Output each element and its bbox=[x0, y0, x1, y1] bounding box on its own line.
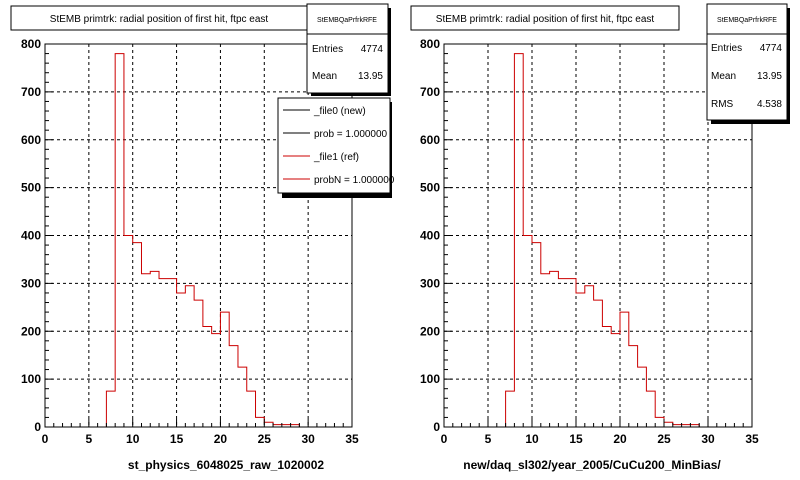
right-y-tick-label: 500 bbox=[420, 181, 440, 195]
right-y-tick-label: 0 bbox=[433, 420, 440, 434]
legend-entry-prob: prob = 1.000000 bbox=[314, 129, 388, 140]
right-stats-entries-value: 4774 bbox=[760, 43, 783, 54]
left-y-tick-label: 700 bbox=[21, 85, 41, 99]
right-x-tick-label: 30 bbox=[701, 432, 715, 446]
left-stats-mean-value: 13.95 bbox=[358, 71, 383, 82]
right-x-tick-label: 20 bbox=[613, 432, 627, 446]
right-stats-mean-value: 13.95 bbox=[757, 71, 782, 82]
right-stats-name: StEMBQaPrfrkRFE bbox=[717, 17, 777, 24]
right-stats-box bbox=[706, 3, 788, 121]
right-x-tick-label: 25 bbox=[657, 432, 671, 446]
left-stats-name: StEMBQaPrfrkRFE bbox=[317, 17, 377, 24]
left-stats-mean-label: Mean bbox=[312, 71, 337, 82]
left-y-tick-label: 500 bbox=[21, 181, 41, 195]
left-y-tick-label: 100 bbox=[21, 372, 41, 386]
left-stats-box bbox=[306, 3, 389, 94]
right-plot-area: 0 5 10 15 20 25 30 35 0 100 200 300 400 500 600 700 800 bbox=[420, 37, 759, 446]
left-x-tick-label: 0 bbox=[42, 432, 49, 446]
left-x-axis-label: st_physics_6048025_raw_1020002 bbox=[128, 458, 324, 472]
right-histogram-pad: StEMB primtrk: radial position of first … bbox=[410, 3, 790, 472]
left-x-tick-label: 30 bbox=[301, 432, 315, 446]
left-x-tick-label: 15 bbox=[170, 432, 184, 446]
right-stats-mean-label: Mean bbox=[711, 71, 736, 82]
legend-entry-probN: probN = 1.000000 bbox=[314, 175, 395, 186]
left-stats-entries-label: Entries bbox=[312, 44, 343, 55]
left-y-tick-label: 400 bbox=[21, 229, 41, 243]
left-y-tick-label: 200 bbox=[21, 324, 41, 338]
left-x-tick-label: 35 bbox=[345, 432, 359, 446]
right-chart-title: StEMB primtrk: radial position of first … bbox=[436, 14, 655, 25]
right-x-tick-label: 0 bbox=[441, 432, 448, 446]
right-stats-entries-label: Entries bbox=[711, 43, 742, 54]
right-y-tick-label: 100 bbox=[420, 372, 440, 386]
right-y-tick-label: 700 bbox=[420, 85, 440, 99]
right-x-tick-label: 5 bbox=[485, 432, 492, 446]
legend-entry-file1: _file1 (ref) bbox=[313, 152, 359, 163]
left-histogram-series bbox=[45, 53, 352, 428]
right-x-tick-label: 35 bbox=[745, 432, 759, 446]
right-histogram-series bbox=[444, 53, 752, 428]
left-plot-area: 0 5 10 15 20 25 30 35 0 100 200 300 400 500 600 700 800 bbox=[21, 37, 359, 446]
right-y-tick-label: 300 bbox=[420, 276, 440, 290]
right-x-tick-label: 15 bbox=[569, 432, 583, 446]
left-stats-entries-value: 4774 bbox=[361, 44, 384, 55]
left-legend: _file0 (new) prob = 1.000000 _file1 (ref… bbox=[277, 97, 395, 198]
right-stats-rms-label: RMS bbox=[711, 99, 734, 110]
left-chart-title: StEMB primtrk: radial position of first … bbox=[50, 14, 269, 25]
left-title-box bbox=[10, 5, 308, 31]
left-y-tick-label: 0 bbox=[34, 420, 41, 434]
legend-box bbox=[277, 97, 391, 194]
left-y-tick-label: 600 bbox=[21, 133, 41, 147]
right-y-tick-label: 400 bbox=[420, 229, 440, 243]
right-x-tick-label: 10 bbox=[525, 432, 539, 446]
left-x-tick-label: 5 bbox=[86, 432, 93, 446]
right-y-tick-label: 800 bbox=[420, 37, 440, 51]
right-stats-rms-value: 4.538 bbox=[757, 99, 782, 110]
right-title-box bbox=[410, 5, 680, 31]
left-x-tick-label: 10 bbox=[126, 432, 140, 446]
right-plot-frame bbox=[443, 43, 753, 428]
left-x-tick-label: 25 bbox=[258, 432, 272, 446]
left-x-tick-label: 20 bbox=[214, 432, 228, 446]
right-y-tick-label: 200 bbox=[420, 324, 440, 338]
legend-entry-file0: _file0 (new) bbox=[313, 106, 366, 117]
left-y-tick-label: 800 bbox=[21, 37, 41, 51]
left-histogram-pad: StEMB primtrk: radial position of first … bbox=[10, 3, 395, 472]
left-y-tick-label: 300 bbox=[21, 276, 41, 290]
right-y-tick-label: 600 bbox=[420, 133, 440, 147]
right-x-axis-label: new/daq_sl302/year_2005/CuCu200_MinBias/ bbox=[463, 458, 721, 472]
